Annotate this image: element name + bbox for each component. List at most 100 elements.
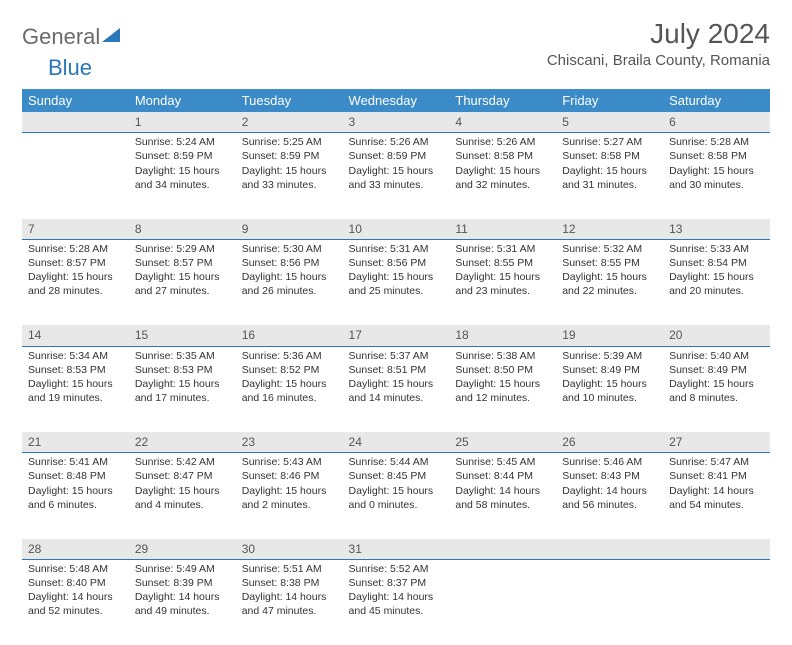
daylight-text: Daylight: 15 hours and 19 minutes. (28, 377, 123, 405)
sunrise-text: Sunrise: 5:47 AM (669, 455, 764, 469)
sunrise-text: Sunrise: 5:43 AM (242, 455, 337, 469)
daylight-text: Daylight: 14 hours and 49 minutes. (135, 590, 230, 618)
sunrise-text: Sunrise: 5:26 AM (455, 135, 550, 149)
day-header: Tuesday (236, 89, 343, 112)
sunset-text: Sunset: 8:46 PM (242, 469, 337, 483)
day-cell: Sunrise: 5:44 AMSunset: 8:45 PMDaylight:… (343, 453, 450, 539)
day-cell: Sunrise: 5:51 AMSunset: 8:38 PMDaylight:… (236, 559, 343, 645)
day-cell: Sunrise: 5:48 AMSunset: 8:40 PMDaylight:… (22, 559, 129, 645)
day-content-row: Sunrise: 5:28 AMSunset: 8:57 PM Daylight:… (22, 239, 770, 325)
day-number: 20 (663, 325, 770, 346)
day-cell: Sunrise: 5:31 AMSunset: 8:56 PMDaylight:… (343, 239, 450, 325)
daylight-text: Daylight: 15 hours and 16 minutes. (242, 377, 337, 405)
sunset-text: Sunset: 8:54 PM (669, 256, 764, 270)
day-number: 10 (343, 219, 450, 240)
daylight-text: Daylight: 15 hours and 14 minutes. (349, 377, 444, 405)
day-cell-content: Sunrise: 5:48 AMSunset: 8:40 PMDaylight:… (22, 560, 129, 623)
daylight-text: Daylight: 15 hours and 17 minutes. (135, 377, 230, 405)
sunset-text: Sunset: 8:37 PM (349, 576, 444, 590)
sunrise-text: Sunrise: 5:35 AM (135, 349, 230, 363)
sunset-text: Sunset: 8:49 PM (562, 363, 657, 377)
sunset-text: Sunset: 8:58 PM (562, 149, 657, 163)
day-cell-content: Sunrise: 5:28 AMSunset: 8:57 PMDaylight:… (22, 240, 129, 303)
day-number: 13 (663, 219, 770, 240)
daylight-text: Daylight: 14 hours and 56 minutes. (562, 484, 657, 512)
day-header: Sunday (22, 89, 129, 112)
sunrise-text: Sunrise: 5:24 AM (135, 135, 230, 149)
day-cell: Sunrise: 5:49 AMSunset: 8:39 PMDaylight:… (129, 559, 236, 645)
sunrise-text: Sunrise: 5:38 AM (455, 349, 550, 363)
day-cell-content: Sunrise: 5:32 AMSunset: 8:55 PMDaylight:… (556, 240, 663, 303)
sunset-text: Sunset: 8:52 PM (242, 363, 337, 377)
sunrise-text: Sunrise: 5:27 AM (562, 135, 657, 149)
day-header: Friday (556, 89, 663, 112)
day-number (663, 539, 770, 560)
sunrise-text: Sunrise: 5:44 AM (349, 455, 444, 469)
sunrise-text: Sunrise: 5:32 AM (562, 242, 657, 256)
day-number: 19 (556, 325, 663, 346)
sunset-text: Sunset: 8:43 PM (562, 469, 657, 483)
sunset-text: Sunset: 8:48 PM (28, 469, 123, 483)
day-cell-content: Sunrise: 5:33 AMSunset: 8:54 PMDaylight:… (663, 240, 770, 303)
day-number (22, 112, 129, 133)
day-number: 23 (236, 432, 343, 453)
day-number: 21 (22, 432, 129, 453)
sunrise-text: Sunrise: 5:51 AM (242, 562, 337, 576)
logo-text-blue: Blue (48, 55, 92, 80)
day-cell: Sunrise: 5:29 AMSunset: 8:57 PMDaylight:… (129, 239, 236, 325)
day-cell-content: Sunrise: 5:52 AMSunset: 8:37 PMDaylight:… (343, 560, 450, 623)
day-cell (663, 559, 770, 645)
sunrise-text: Sunrise: 5:26 AM (349, 135, 444, 149)
day-cell-content: Sunrise: 5:31 AMSunset: 8:56 PMDaylight:… (343, 240, 450, 303)
day-content-row: Sunrise: 5:41 AMSunset: 8:48 PMDaylight:… (22, 453, 770, 539)
day-cell: Sunrise: 5:39 AMSunset: 8:49 PMDaylight:… (556, 346, 663, 432)
day-number: 24 (343, 432, 450, 453)
day-cell-content: Sunrise: 5:34 AMSunset: 8:53 PMDaylight:… (22, 347, 129, 410)
day-cell: Sunrise: 5:47 AMSunset: 8:41 PMDaylight:… (663, 453, 770, 539)
sunrise-text: Sunrise: 5:31 AM (349, 242, 444, 256)
day-content-row: Sunrise: 5:48 AMSunset: 8:40 PMDaylight:… (22, 559, 770, 645)
daylight-text: Daylight: 15 hours and 30 minutes. (669, 164, 764, 192)
sunset-text: Sunset: 8:38 PM (242, 576, 337, 590)
daylight-text: Daylight: 15 hours and 6 minutes. (28, 484, 123, 512)
day-number: 3 (343, 112, 450, 133)
daylight-text: Daylight: 15 hours and 8 minutes. (669, 377, 764, 405)
daylight-text: Daylight: 15 hours and 33 minutes. (349, 164, 444, 192)
sunset-text: Sunset: 8:56 PM (242, 256, 337, 270)
sunset-text: Sunset: 8:49 PM (669, 363, 764, 377)
day-cell: Sunrise: 5:24 AMSunset: 8:59 PMDaylight:… (129, 133, 236, 219)
day-number: 26 (556, 432, 663, 453)
day-number (449, 539, 556, 560)
day-number: 22 (129, 432, 236, 453)
day-cell-content: Sunrise: 5:51 AMSunset: 8:38 PMDaylight:… (236, 560, 343, 623)
day-number-row: 78910111213 (22, 219, 770, 240)
sunset-text: Sunset: 8:44 PM (455, 469, 550, 483)
day-number (556, 539, 663, 560)
day-cell-content: Sunrise: 5:26 AMSunset: 8:58 PMDaylight:… (449, 133, 556, 196)
daylight-text: Daylight: 15 hours and 22 minutes. (562, 270, 657, 298)
day-cell: Sunrise: 5:26 AMSunset: 8:59 PMDaylight:… (343, 133, 450, 219)
day-cell: Sunrise: 5:30 AMSunset: 8:56 PMDaylight:… (236, 239, 343, 325)
daylight-text: Daylight: 15 hours and 0 minutes. (349, 484, 444, 512)
day-number-row: 123456 (22, 112, 770, 133)
logo-icon (102, 26, 122, 49)
day-cell: Sunrise: 5:45 AMSunset: 8:44 PMDaylight:… (449, 453, 556, 539)
sunset-text: Sunset: 8:58 PM (455, 149, 550, 163)
daylight-text: Daylight: 14 hours and 52 minutes. (28, 590, 123, 618)
day-number: 15 (129, 325, 236, 346)
day-cell: Sunrise: 5:26 AMSunset: 8:58 PMDaylight:… (449, 133, 556, 219)
sunrise-text: Sunrise: 5:28 AM (28, 242, 123, 256)
day-cell-content: Sunrise: 5:26 AMSunset: 8:59 PMDaylight:… (343, 133, 450, 196)
day-number: 1 (129, 112, 236, 133)
sunset-text: Sunset: 8:57 PM (28, 256, 123, 270)
day-cell: Sunrise: 5:42 AMSunset: 8:47 PMDaylight:… (129, 453, 236, 539)
day-cell: Sunrise: 5:52 AMSunset: 8:37 PMDaylight:… (343, 559, 450, 645)
daylight-text: Daylight: 15 hours and 32 minutes. (455, 164, 550, 192)
day-cell-content: Sunrise: 5:41 AMSunset: 8:48 PMDaylight:… (22, 453, 129, 516)
day-number: 31 (343, 539, 450, 560)
sunset-text: Sunset: 8:50 PM (455, 363, 550, 377)
daylight-text: Daylight: 15 hours and 10 minutes. (562, 377, 657, 405)
day-cell-content: Sunrise: 5:28 AMSunset: 8:58 PMDaylight:… (663, 133, 770, 196)
day-cell (22, 133, 129, 219)
sunset-text: Sunset: 8:59 PM (349, 149, 444, 163)
